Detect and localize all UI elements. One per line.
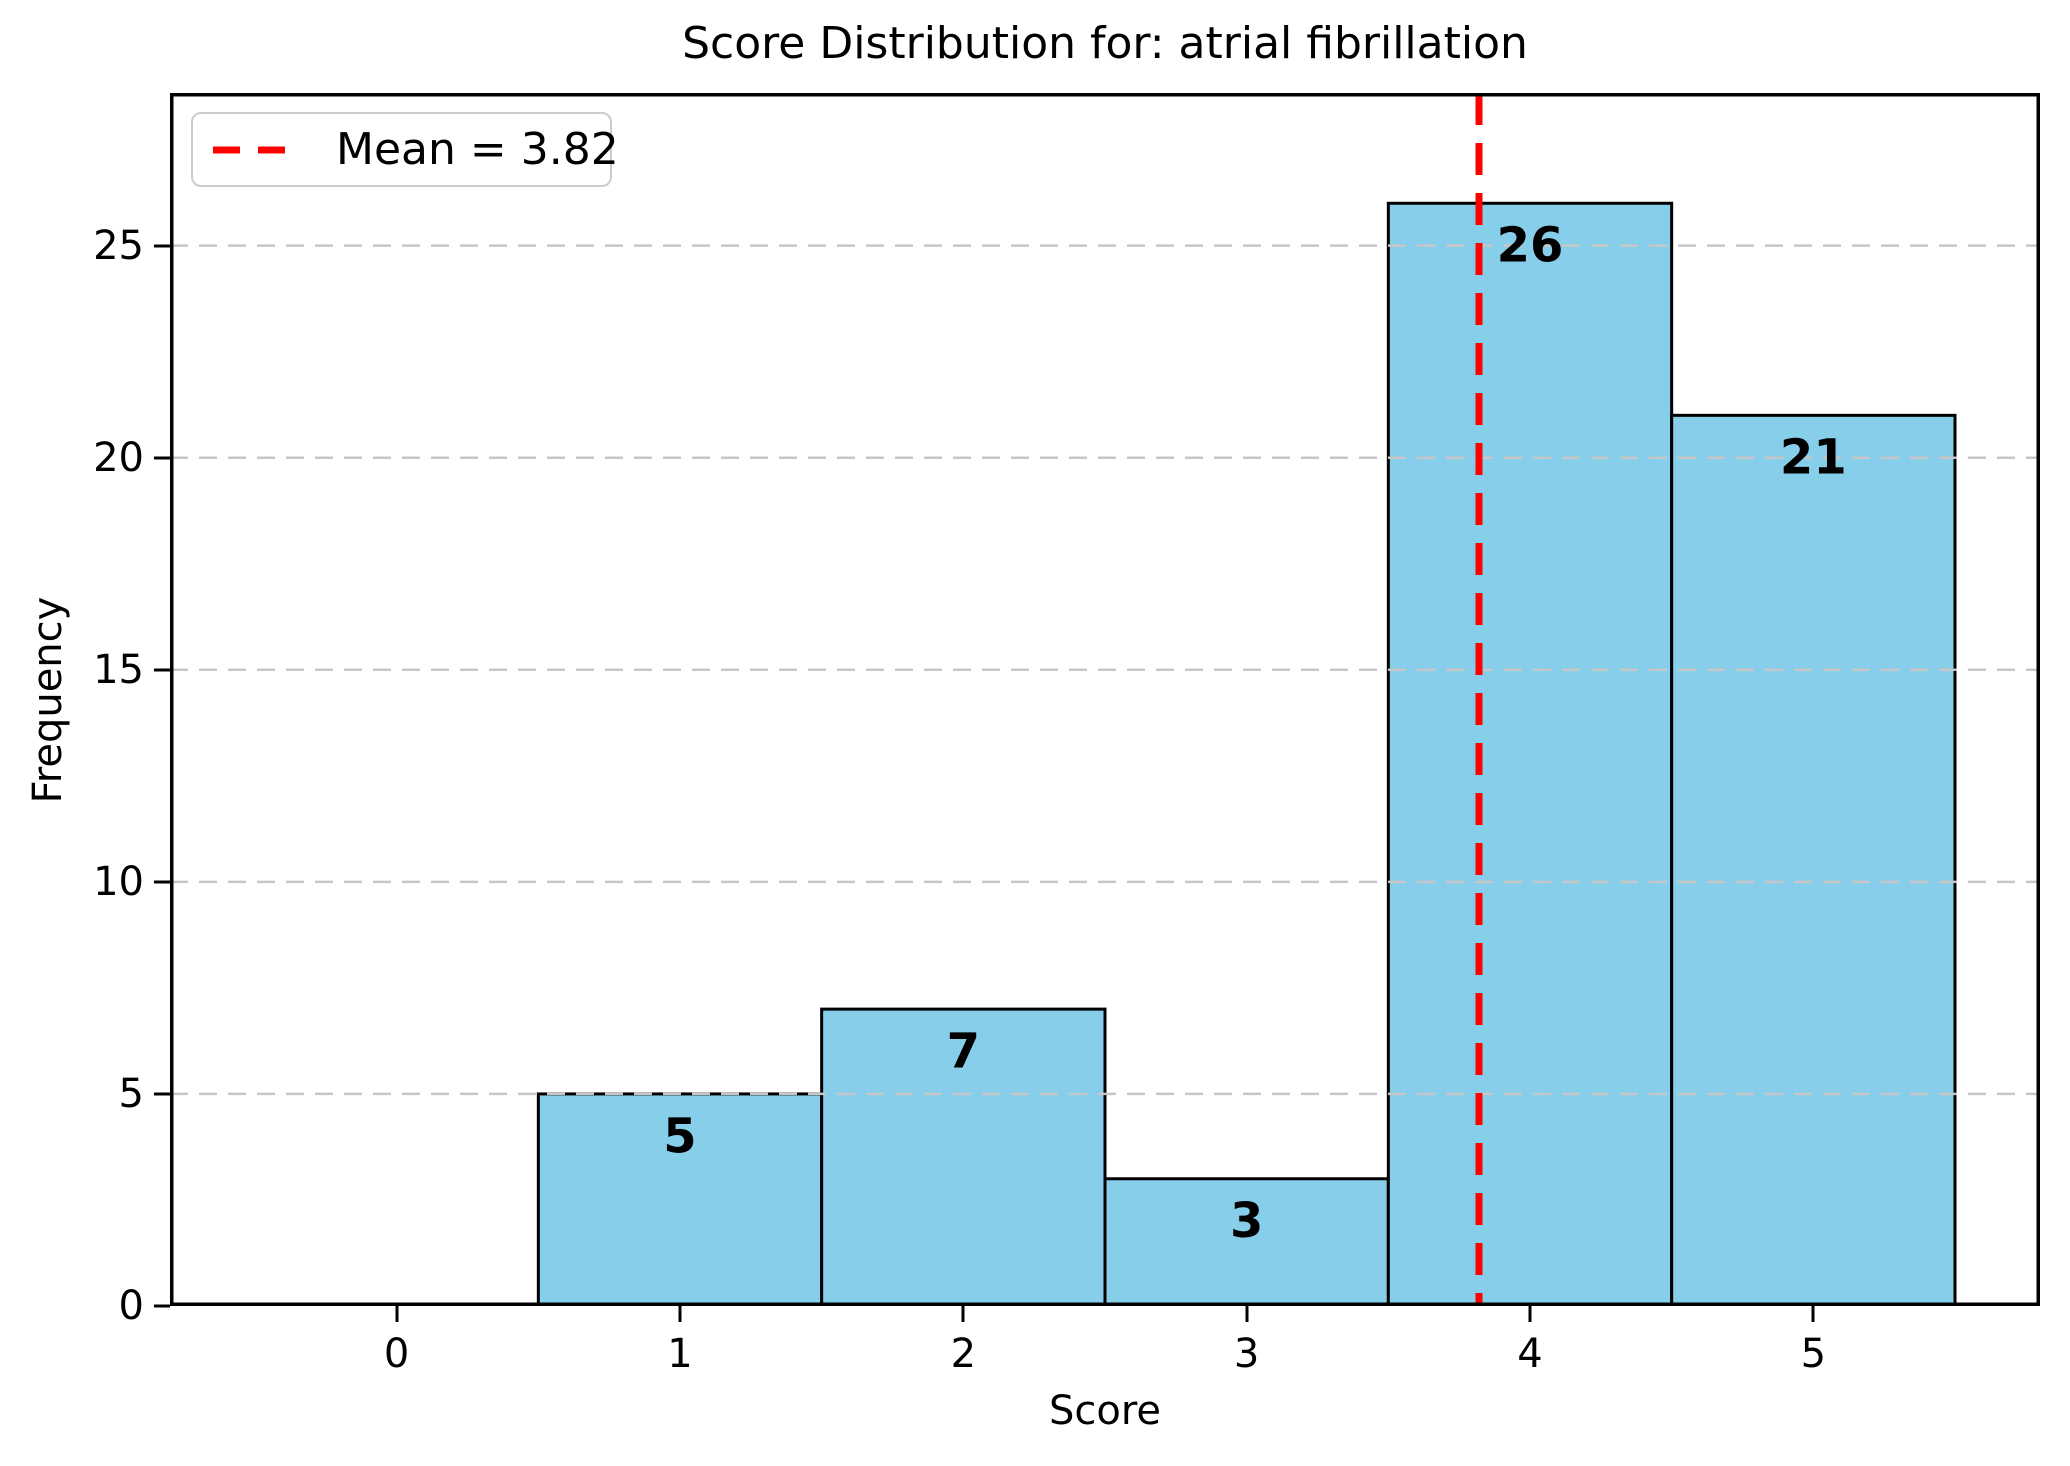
y-tick-label-15: 15 xyxy=(93,646,144,693)
bar-score-2 xyxy=(820,1007,1107,1306)
x-tick-label-2: 2 xyxy=(950,1331,977,1377)
y-tick-label-25: 25 xyxy=(93,222,144,269)
chart-title: Score Distribution for: atrial fibrillat… xyxy=(682,18,1528,69)
legend: Mean = 3.82 xyxy=(191,112,619,187)
bar-value-label-4: 26 xyxy=(1497,218,1564,274)
x-tick-label-1: 1 xyxy=(667,1331,693,1377)
y-tick-mark-10 xyxy=(154,880,170,884)
x-tick-mark-4 xyxy=(1528,1306,1532,1322)
y-tick-mark-0 xyxy=(154,1304,170,1308)
y-tick-label-0: 0 xyxy=(118,1283,144,1329)
bar-score-5 xyxy=(1670,413,1957,1306)
y-tick-label-5: 5 xyxy=(118,1070,144,1117)
x-tick-label-5: 5 xyxy=(1800,1331,1827,1377)
plot-svg: 5 7 3 26 21 xyxy=(170,93,2040,1306)
x-tick-label-4: 4 xyxy=(1517,1331,1543,1377)
x-tick-mark-1 xyxy=(678,1306,682,1322)
y-axis-label: Frequency xyxy=(25,596,71,804)
x-tick-mark-2 xyxy=(961,1306,965,1322)
bar-score-4 xyxy=(1386,201,1674,1306)
y-tick-mark-20 xyxy=(154,456,170,460)
mean-line-legend-swatch xyxy=(213,146,286,153)
axes-spines xyxy=(170,93,2040,1306)
bar-value-label-1: 5 xyxy=(663,1108,696,1164)
bar-value-label-5: 21 xyxy=(1780,430,1847,486)
x-tick-label-0: 0 xyxy=(383,1331,410,1377)
y-tick-label-20: 20 xyxy=(93,434,144,481)
y-tick-mark-25 xyxy=(154,244,170,248)
bar-value-label-3: 3 xyxy=(1230,1193,1263,1249)
x-tick-mark-0 xyxy=(395,1306,399,1322)
x-tick-mark-5 xyxy=(1811,1306,1815,1322)
plot-area: 5 7 3 26 21 xyxy=(170,93,2040,1306)
x-axis-label: Score xyxy=(1048,1388,1162,1434)
y-tick-label-10: 10 xyxy=(93,858,144,905)
bar-value-label-2: 7 xyxy=(947,1024,980,1080)
legend-label: Mean = 3.82 xyxy=(336,124,619,175)
x-tick-mark-3 xyxy=(1245,1306,1249,1322)
y-tick-mark-15 xyxy=(154,668,170,672)
x-tick-label-3: 3 xyxy=(1233,1331,1260,1377)
y-tick-mark-5 xyxy=(154,1092,170,1096)
